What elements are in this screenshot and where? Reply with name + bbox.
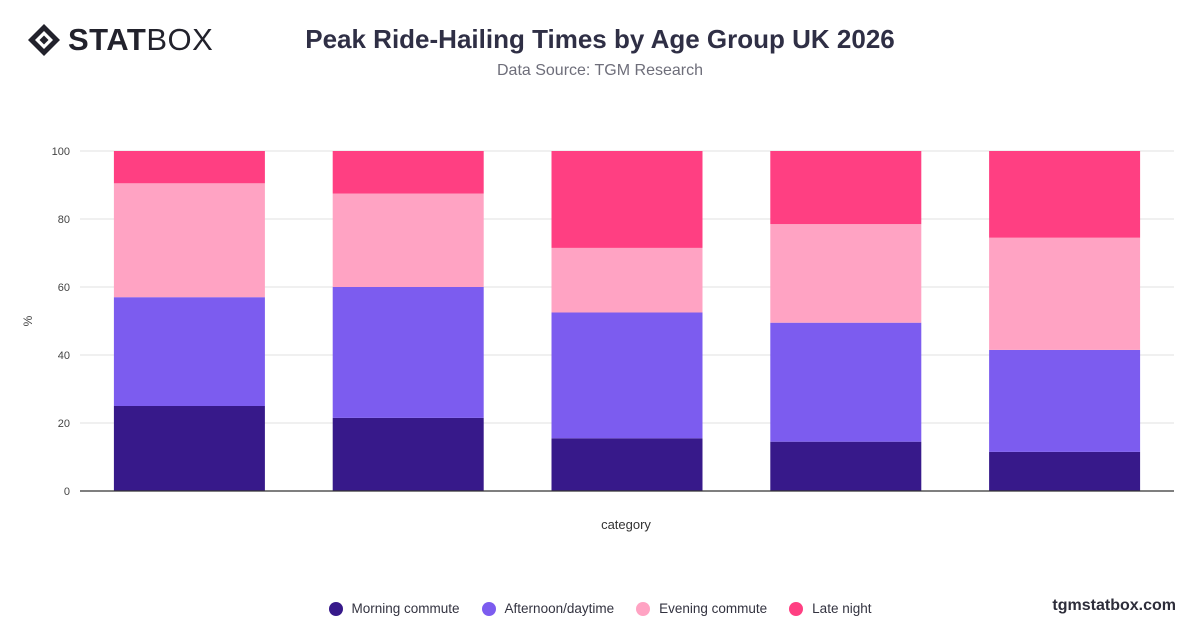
site-watermark: tgmstatbox.com xyxy=(1052,597,1176,614)
bar-segment-1-evening-commute xyxy=(113,183,265,298)
y-tick-label: 0 xyxy=(64,486,70,498)
diamond-logo-icon xyxy=(28,24,60,56)
legend-item[interactable]: Morning commute xyxy=(328,601,460,616)
bar-segment-2-morning-commute xyxy=(332,417,484,491)
bar-segment-4-morning-commute xyxy=(770,441,922,491)
chart-subtitle: Data Source: TGM Research xyxy=(496,62,703,79)
bar-segment-2-evening-commute xyxy=(332,193,484,287)
bar-segment-4-late-night xyxy=(770,151,922,225)
legend-swatch xyxy=(481,601,496,616)
legend-label: Afternoon/daytime xyxy=(504,601,615,616)
legend-label: Late night xyxy=(812,601,872,616)
legend-swatch xyxy=(328,601,343,616)
logo-wordmark: STATBOX xyxy=(68,22,213,58)
y-tick-label: 100 xyxy=(52,146,70,158)
bar-segment-1-morning-commute xyxy=(113,406,265,491)
bar-segment-2-afternoon-daytime xyxy=(332,287,484,418)
bar-segment-5-evening-commute xyxy=(989,237,1141,350)
bar-segment-5-morning-commute xyxy=(989,451,1141,491)
bar-segment-3-evening-commute xyxy=(551,247,703,313)
logo-text-light: BOX xyxy=(146,22,214,57)
bar-segment-3-late-night xyxy=(551,151,703,248)
stacked-bar-chart: 0 20 40 60 80 100 % category xyxy=(21,146,1174,532)
y-tick-label: 60 xyxy=(58,282,70,294)
legend-swatch xyxy=(636,601,651,616)
legend-label: Morning commute xyxy=(351,601,460,616)
bar-segment-3-afternoon-daytime xyxy=(551,312,703,439)
logo-text-bold: STAT xyxy=(68,22,147,57)
bar-segment-4-afternoon-daytime xyxy=(770,322,922,442)
chart-legend: Morning commute Afternoon/daytime Evening … xyxy=(0,601,1200,616)
bar-segment-2-late-night xyxy=(332,151,484,194)
chart-title: Peak Ride-Hailing Times by Age Group UK … xyxy=(305,24,895,54)
y-axis-label: % xyxy=(21,315,35,326)
y-tick-label: 80 xyxy=(58,214,70,226)
y-tick-label: 40 xyxy=(58,350,70,362)
bars xyxy=(113,151,1141,491)
legend-swatch xyxy=(789,601,804,616)
bar-segment-5-late-night xyxy=(989,151,1141,238)
legend-label: Evening commute xyxy=(659,601,768,616)
bar-segment-3-morning-commute xyxy=(551,438,703,491)
x-axis-label: category xyxy=(601,517,651,532)
bar-segment-4-evening-commute xyxy=(770,224,922,323)
bar-segment-1-afternoon-daytime xyxy=(113,297,265,406)
bar-segment-5-afternoon-daytime xyxy=(989,349,1141,452)
legend-item[interactable]: Evening commute xyxy=(636,601,767,616)
legend-item[interactable]: Late night xyxy=(789,601,871,616)
bar-segment-1-late-night xyxy=(113,151,265,184)
legend-item[interactable]: Afternoon/daytime xyxy=(481,601,615,616)
y-tick-label: 20 xyxy=(58,418,70,430)
statbox-logo: STATBOX xyxy=(26,22,213,58)
axes: 0 20 40 60 80 100 xyxy=(52,146,1174,498)
